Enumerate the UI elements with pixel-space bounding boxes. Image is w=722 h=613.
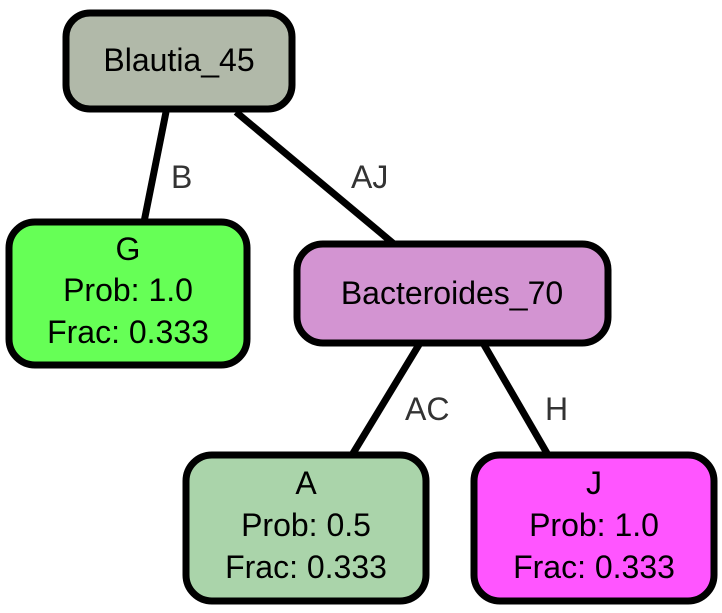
- node-box: [5, 218, 251, 369]
- edge-label-root-to-g: B: [171, 159, 192, 195]
- tree-node-j: J Prob: 1.0 Frac: 0.333: [470, 451, 718, 605]
- node-label: Bacteroides_70: [341, 275, 563, 311]
- node-fraction: Frac: 0.333: [513, 549, 675, 585]
- node-label: A: [295, 465, 317, 501]
- edge-label-bacteroides-to-a: AC: [405, 391, 449, 427]
- edge-root-to-bacteroides: [233, 109, 397, 247]
- tree-node-bacteroides-70: Bacteroides_70: [293, 240, 612, 347]
- node-label: Blautia_45: [103, 42, 254, 78]
- node-fraction: Frac: 0.333: [47, 314, 209, 350]
- tree-node-blautia-45: Blautia_45: [62, 9, 296, 113]
- edge-label-bacteroides-to-j: H: [545, 391, 568, 427]
- edge-root-to-g: [140, 111, 170, 223]
- node-label: G: [116, 231, 141, 267]
- node-probability: Prob: 1.0: [529, 507, 659, 543]
- node-probability: Prob: 0.5: [241, 507, 371, 543]
- node-fraction: Frac: 0.333: [225, 549, 387, 585]
- tree-edges: B AJ AC H: [140, 109, 568, 457]
- edge-label-root-to-bacteroides: AJ: [351, 159, 388, 195]
- node-box: [62, 9, 296, 113]
- edge-bacteroides-to-a: [349, 341, 423, 457]
- edge-bacteroides-to-j: [479, 341, 552, 457]
- node-box: [293, 240, 612, 347]
- node-probability: Prob: 1.0: [63, 272, 193, 308]
- tree-node-a: A Prob: 0.5 Frac: 0.333: [182, 451, 430, 605]
- node-box: [470, 451, 718, 605]
- node-box: [182, 451, 430, 605]
- node-label: J: [586, 465, 602, 501]
- tree-node-g: G Prob: 1.0 Frac: 0.333: [5, 218, 251, 369]
